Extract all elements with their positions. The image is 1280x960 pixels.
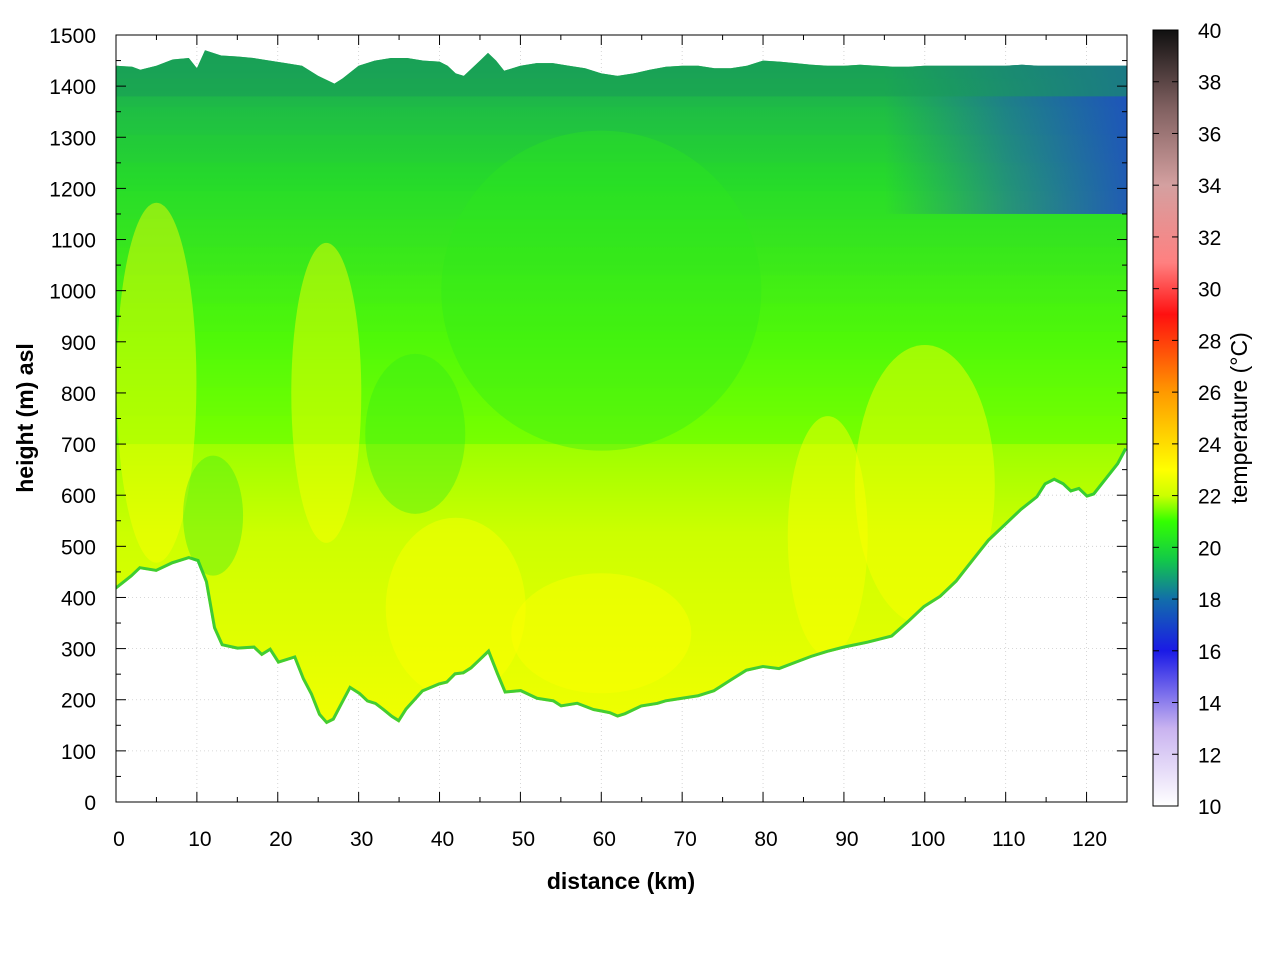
x-axis-title: distance (km) — [547, 868, 695, 894]
temperature-band — [116, 219, 1127, 248]
x-tick-label: 50 — [512, 828, 535, 851]
cold-zone — [884, 50, 1127, 214]
warm-core — [511, 573, 692, 694]
y-tick-label: 1400 — [49, 76, 96, 99]
temperature-band — [116, 331, 1127, 360]
x-tick-label: 100 — [910, 828, 945, 851]
colorbar-tick-label: 22 — [1198, 486, 1221, 509]
warm-core — [854, 344, 995, 625]
y-tick-label: 0 — [84, 792, 96, 815]
x-tick-label: 120 — [1072, 828, 1107, 851]
warm-core — [291, 242, 362, 543]
y-tick-label: 200 — [61, 690, 96, 713]
x-tick-label: 10 — [188, 828, 211, 851]
x-tick-label: 60 — [593, 828, 616, 851]
x-axis-ticks: 0 10 20 30 40 50 60 70 80 90 100 110 120 — [113, 35, 1107, 851]
colorbar: 10 12 14 16 18 20 22 24 26 28 30 32 34 36 38 40 tempera… — [1152, 20, 1252, 819]
y-tick-label: 1200 — [49, 178, 96, 201]
colorbar-tick-label: 30 — [1198, 279, 1221, 302]
temperature-field — [116, 50, 1127, 725]
y-tick-label: 500 — [61, 536, 96, 559]
cool-pocket — [183, 455, 244, 576]
y-tick-label: 800 — [61, 383, 96, 406]
y-axis-title: height (m) asl — [12, 343, 38, 493]
temperature-band — [116, 359, 1127, 388]
colorbar-tick-label: 32 — [1198, 227, 1221, 250]
y-tick-label: 600 — [61, 485, 96, 508]
x-tick-label: 30 — [350, 828, 373, 851]
x-tick-label: 40 — [431, 828, 454, 851]
y-tick-label: 400 — [61, 587, 96, 610]
y-tick-label: 1300 — [49, 127, 96, 150]
x-tick-label: 20 — [269, 828, 292, 851]
colorbar-tick-label: 40 — [1198, 20, 1221, 43]
colorbar-ticks: 10 12 14 16 18 20 22 24 26 28 30 32 34 36 38 40 — [1153, 20, 1222, 819]
temperature-band — [116, 387, 1127, 416]
colorbar-tick-label: 34 — [1198, 175, 1222, 198]
colorbar-tick-label: 24 — [1198, 434, 1222, 457]
warm-core — [787, 416, 868, 657]
y-tick-label: 1000 — [49, 281, 96, 304]
temperature-band — [116, 247, 1127, 276]
colorbar-tick-label: 38 — [1198, 72, 1221, 95]
y-tick-label: 100 — [61, 741, 96, 764]
colorbar-tick-label: 28 — [1198, 330, 1221, 353]
colorbar-tick-label: 26 — [1198, 382, 1221, 405]
cool-pocket — [365, 353, 466, 514]
x-tick-label: 70 — [673, 828, 696, 851]
warm-core — [116, 202, 197, 563]
ground-edge — [116, 447, 1127, 725]
y-axis-ticks: 0 100 200 300 400 500 600 700 800 900 1000 1100 1200… — [49, 25, 1127, 815]
cool-pocket — [441, 130, 762, 451]
x-tick-label: 0 — [113, 828, 125, 851]
y-tick-label: 1100 — [51, 230, 96, 253]
y-tick-label: 900 — [61, 332, 96, 355]
y-tick-label: 300 — [61, 639, 96, 662]
warm-core — [385, 517, 526, 698]
upper-band — [116, 50, 1127, 97]
x-tick-label: 80 — [754, 828, 777, 851]
colorbar-title: temperature (°C) — [1226, 332, 1252, 504]
colorbar-tick-label: 14 — [1198, 693, 1222, 716]
temperature-band — [116, 303, 1127, 332]
temperature-band — [116, 275, 1127, 304]
y-tick-label: 700 — [61, 434, 96, 457]
temperature-band — [116, 415, 1127, 445]
colorbar-tick-label: 20 — [1198, 537, 1221, 560]
colorbar-tick-label: 36 — [1198, 123, 1221, 146]
colorbar-tick-label: 16 — [1198, 641, 1221, 664]
colorbar-tick-label: 12 — [1198, 744, 1221, 767]
colorbar-scale — [1152, 29, 1179, 807]
x-tick-label: 90 — [835, 828, 858, 851]
x-tick-label: 110 — [992, 828, 1025, 851]
colorbar-tick-label: 18 — [1198, 589, 1221, 612]
y-tick-label: 1500 — [49, 25, 96, 48]
colorbar-tick-label: 10 — [1198, 796, 1221, 819]
